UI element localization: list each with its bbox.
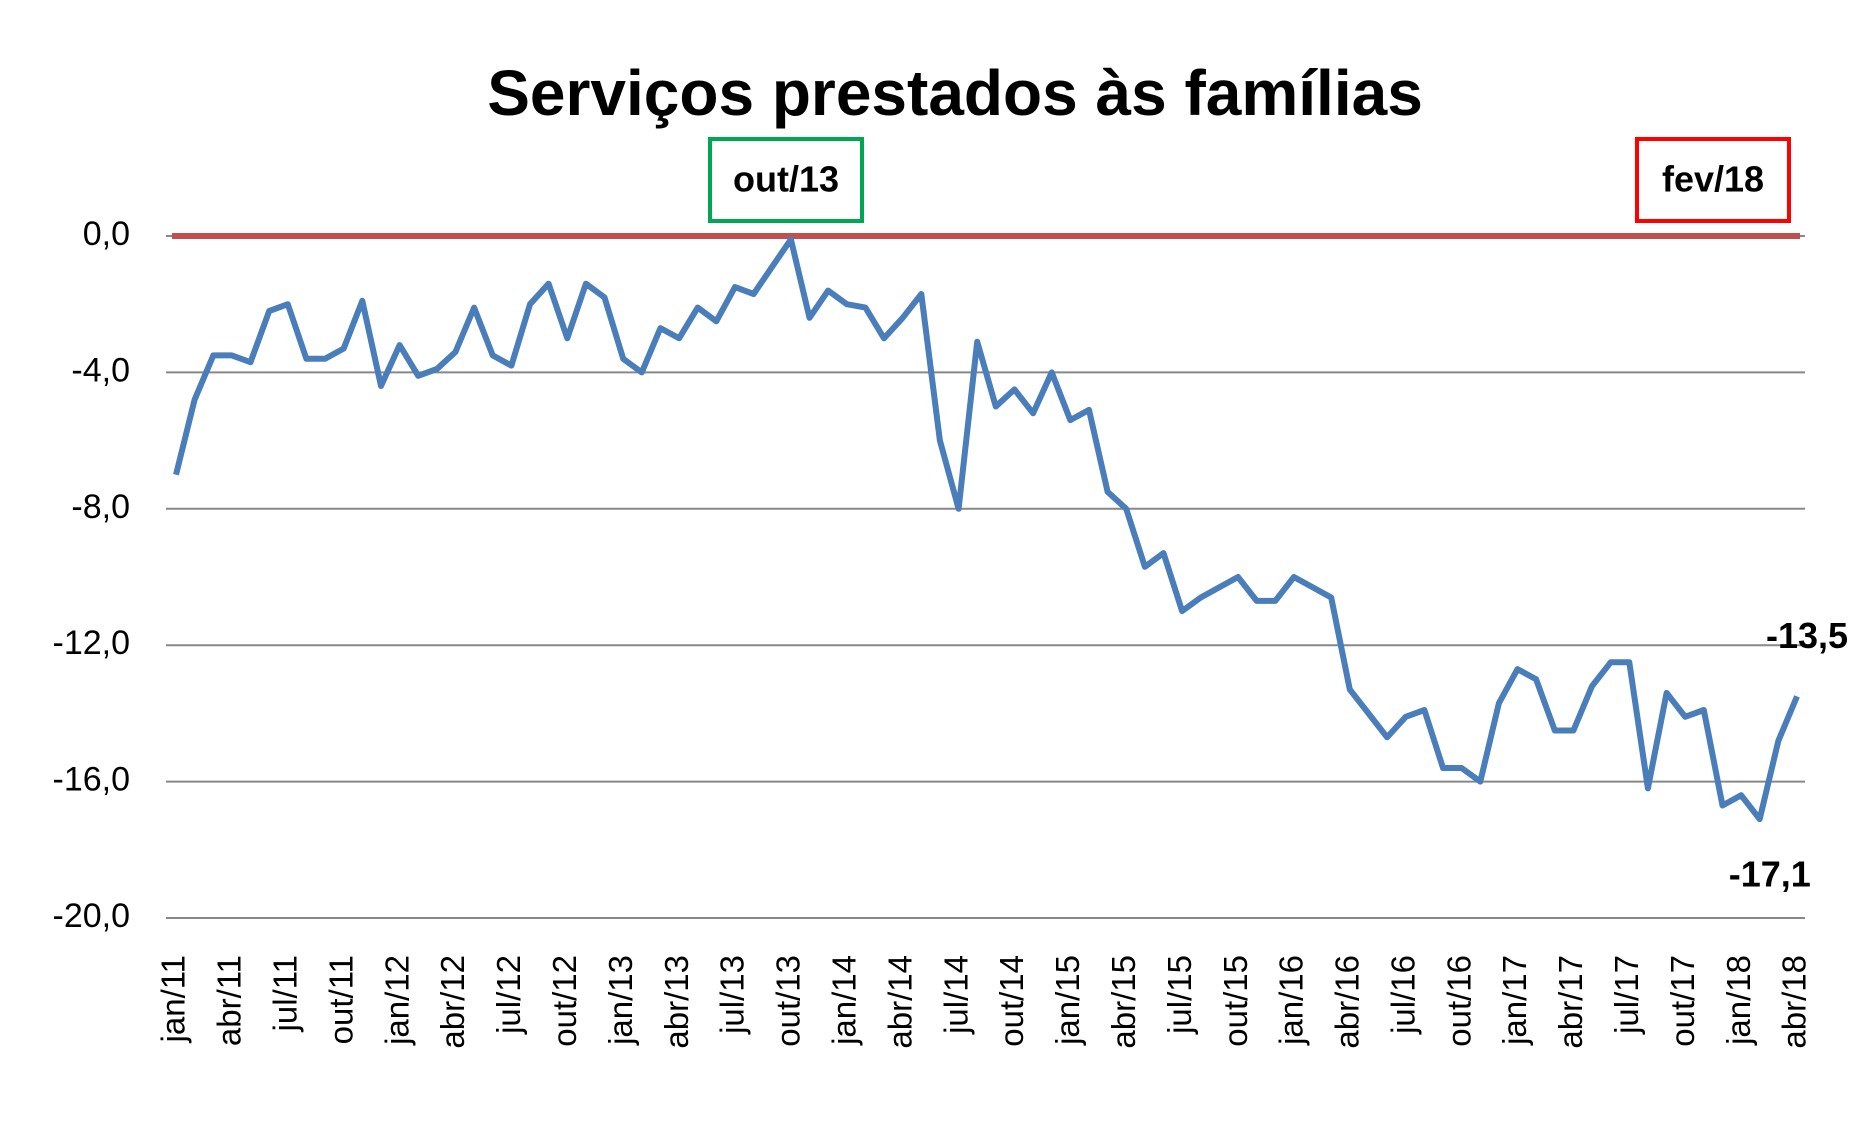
annotation-text: out/13 [733,159,839,200]
x-tick-label: jul/15 [1161,955,1198,1035]
y-tick-label: -20,0 [53,897,131,935]
x-tick-label: jan/16 [1273,955,1310,1046]
x-tick-label: out/12 [546,955,583,1047]
x-tick-label: jan/12 [378,955,415,1046]
value-label: -17,1 [1729,854,1811,895]
x-tick-label: abr/15 [1105,955,1142,1049]
x-tick-label: out/17 [1664,955,1701,1047]
y-tick-label: -4,0 [71,351,130,389]
y-tick-label: -8,0 [71,488,130,526]
x-tick-label: out/16 [1440,955,1477,1047]
x-tick-label: abr/16 [1329,955,1366,1049]
x-tick-label: jul/17 [1608,955,1645,1035]
value-label: -13,5 [1766,615,1848,656]
annotation-box [1635,137,1791,223]
annotation-box [708,137,864,223]
x-tick-label: out/14 [993,955,1030,1047]
x-tick-label: jan/11 [155,955,192,1043]
y-tick-label: 0,0 [83,215,130,253]
x-tick-label: jul/11 [267,955,304,1032]
x-tick-label: abr/14 [881,955,918,1049]
x-tick-label: abr/11 [211,955,248,1046]
x-tick-label: out/13 [770,955,807,1047]
x-tick-label: abr/12 [434,955,471,1049]
x-tick-label: jan/13 [602,955,639,1046]
x-tick-label: jul/14 [937,955,974,1035]
x-tick-label: abr/18 [1776,955,1813,1049]
data-line [173,236,1800,823]
x-tick-label: jan/15 [1049,955,1086,1046]
x-tick-label: abr/17 [1552,955,1589,1049]
y-tick-label: -12,0 [53,624,131,662]
x-tick-label: jan/17 [1496,955,1533,1046]
annotation-text: fev/18 [1662,159,1764,200]
y-tick-label: -16,0 [53,761,131,799]
x-tick-label: out/11 [322,955,359,1044]
x-tick-label: jul/13 [714,955,751,1035]
x-tick-label: abr/13 [658,955,695,1049]
x-tick-label: jul/12 [490,955,527,1035]
x-tick-label: out/15 [1217,955,1254,1047]
x-tick-label: jan/18 [1720,955,1757,1046]
x-tick-label: jan/14 [825,955,862,1046]
chart-title: Serviços prestados às famílias [487,57,1423,129]
x-tick-label: jul/16 [1384,955,1421,1035]
